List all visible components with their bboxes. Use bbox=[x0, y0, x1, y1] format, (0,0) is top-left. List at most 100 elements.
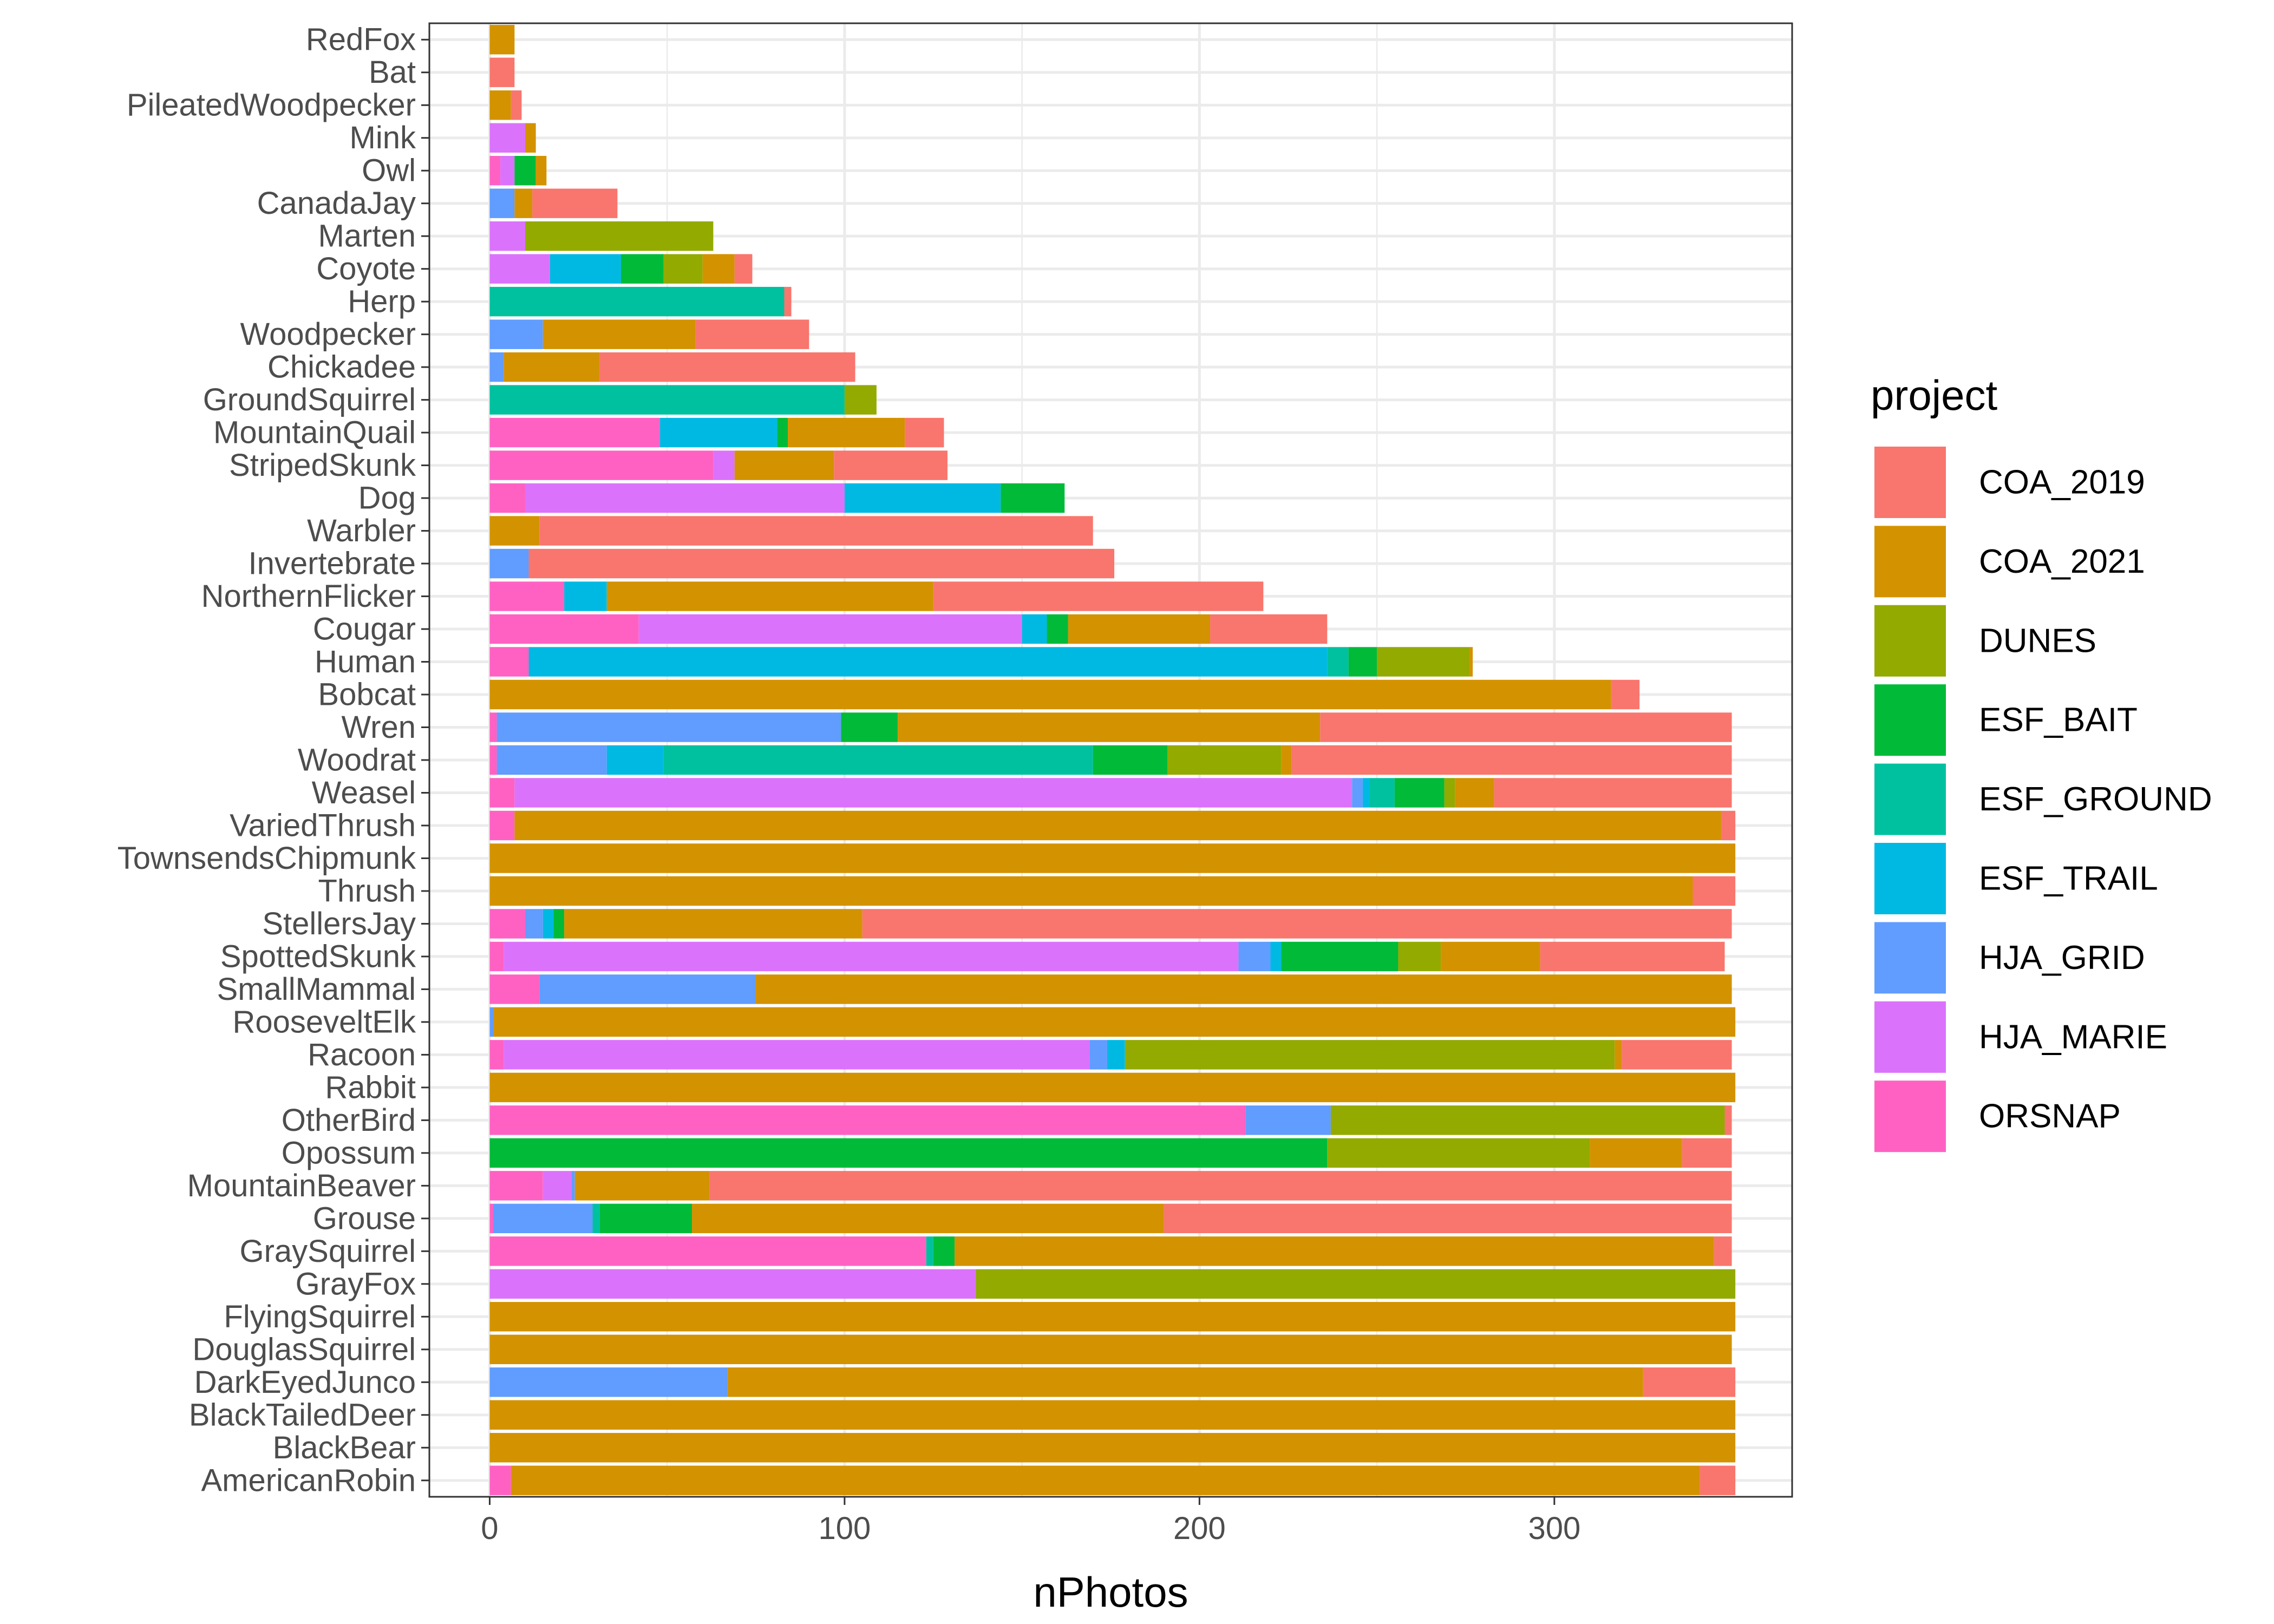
legend: project COA_2019 COA_2021 DUNES ESF_BAIT ESF… bbox=[1871, 371, 2212, 1152]
bar-segment bbox=[1320, 712, 1732, 742]
bar-segment bbox=[489, 745, 497, 775]
y-tick-label: SmallMammal bbox=[217, 972, 416, 1007]
x-tick-label: 0 bbox=[481, 1511, 498, 1546]
bar-segment bbox=[539, 516, 1093, 546]
bar-segment bbox=[1682, 1138, 1732, 1168]
bar-segment bbox=[1270, 941, 1282, 972]
bar-segment bbox=[511, 90, 522, 120]
bar-segment bbox=[834, 450, 948, 480]
bar-segment bbox=[1700, 1465, 1736, 1495]
bar-segment bbox=[599, 1203, 692, 1234]
bar-segment bbox=[599, 352, 855, 382]
legend-key bbox=[1874, 763, 1946, 835]
bar-segment bbox=[564, 909, 862, 939]
bar-segment bbox=[1327, 1138, 1590, 1168]
y-tick-label: Mink bbox=[350, 120, 416, 155]
bar-segment bbox=[1125, 1040, 1615, 1070]
x-tick-label: 200 bbox=[1173, 1511, 1226, 1546]
y-tick-label: Herp bbox=[348, 284, 416, 319]
bar-segment bbox=[1398, 941, 1441, 972]
legend-key bbox=[1874, 684, 1946, 756]
y-tick-label: Bobcat bbox=[318, 677, 416, 712]
bar-segment bbox=[489, 1302, 1736, 1332]
bar-segment bbox=[1210, 614, 1328, 644]
bar-segment bbox=[1068, 614, 1211, 644]
bar-segment bbox=[898, 712, 1321, 742]
bar-segment bbox=[489, 909, 525, 939]
bar-segment bbox=[489, 319, 543, 349]
y-tick-label: Dog bbox=[358, 481, 416, 516]
y-tick-label: OtherBird bbox=[282, 1103, 416, 1138]
bar-segment bbox=[1245, 1105, 1331, 1135]
bar-segment bbox=[489, 1138, 1328, 1168]
y-tick-label: Owl bbox=[362, 153, 416, 188]
bar-segment bbox=[489, 57, 515, 87]
y-tick-label: Weasel bbox=[312, 775, 416, 810]
bar-segment bbox=[489, 614, 639, 644]
bar-segment bbox=[489, 581, 565, 611]
bar-segment bbox=[1622, 1040, 1732, 1070]
bar-segment bbox=[489, 286, 785, 317]
y-tick-label: Opossum bbox=[282, 1135, 416, 1170]
bar-segment bbox=[489, 778, 515, 808]
bar-segment bbox=[1089, 1040, 1107, 1070]
bar-segment bbox=[504, 1040, 1090, 1070]
bar-segment bbox=[955, 1236, 1714, 1266]
bar-segment bbox=[489, 221, 525, 251]
y-tick-label: Cougar bbox=[313, 612, 416, 647]
bar-segment bbox=[489, 123, 525, 153]
legend-title: project bbox=[1871, 371, 1997, 419]
bar-segment bbox=[489, 1203, 493, 1234]
bar-segment bbox=[489, 679, 1611, 710]
y-tick-label: VariedThrush bbox=[230, 808, 416, 843]
y-tick-label: Warbler bbox=[307, 513, 416, 548]
y-tick-label: GraySquirrel bbox=[239, 1234, 416, 1269]
y-tick-label: DouglasSquirrel bbox=[192, 1332, 416, 1367]
y-tick-label: Marten bbox=[318, 219, 416, 254]
y-tick-label: TownsendsChipmunk bbox=[117, 841, 416, 876]
bar-segment bbox=[489, 385, 845, 415]
bar-segment bbox=[1348, 647, 1377, 677]
bar-segment bbox=[1281, 745, 1292, 775]
bar-segment bbox=[489, 1072, 1736, 1103]
bar-segment bbox=[1611, 679, 1640, 710]
bar-segment bbox=[1022, 614, 1047, 644]
x-axis: 0 100 200 300 bbox=[481, 1497, 1580, 1546]
bar-segment bbox=[702, 254, 735, 284]
legend-key bbox=[1874, 447, 1946, 518]
y-tick-label: Thrush bbox=[318, 873, 416, 908]
bar-segment bbox=[489, 1007, 493, 1037]
bar-segment bbox=[1107, 1040, 1125, 1070]
bar-segment bbox=[496, 712, 841, 742]
bar-segment bbox=[504, 352, 600, 382]
y-tick-label: Woodrat bbox=[298, 743, 416, 778]
bar-segment bbox=[844, 385, 877, 415]
legend-label: ORSNAP bbox=[1979, 1098, 2121, 1135]
bar-segment bbox=[976, 1269, 1736, 1299]
bar-segment bbox=[905, 417, 944, 448]
bar-segment bbox=[550, 254, 621, 284]
bar-segment bbox=[489, 90, 511, 120]
bar-segment bbox=[862, 909, 1732, 939]
bar-segment bbox=[709, 1171, 1732, 1201]
bar-segment bbox=[756, 974, 1732, 1004]
bar-segment bbox=[504, 941, 1239, 972]
legend-label: ESF_BAIT bbox=[1979, 702, 2138, 739]
bars bbox=[489, 25, 1736, 1495]
bar-segment bbox=[489, 254, 550, 284]
bar-segment bbox=[1643, 1367, 1736, 1397]
bar-segment bbox=[660, 417, 777, 448]
legend-label: HJA_GRID bbox=[1979, 939, 2145, 977]
bar-segment bbox=[543, 319, 696, 349]
bar-segment bbox=[841, 712, 898, 742]
legend-key bbox=[1874, 1081, 1946, 1152]
bar-segment bbox=[543, 909, 554, 939]
bar-segment bbox=[489, 843, 1736, 873]
bar-segment bbox=[489, 1400, 1736, 1430]
bar-segment bbox=[695, 319, 809, 349]
bar-segment bbox=[489, 810, 515, 841]
y-tick-label: Rabbit bbox=[325, 1070, 416, 1105]
bar-segment bbox=[489, 941, 504, 972]
y-tick-label: Racoon bbox=[308, 1037, 416, 1072]
bar-segment bbox=[1238, 941, 1271, 972]
